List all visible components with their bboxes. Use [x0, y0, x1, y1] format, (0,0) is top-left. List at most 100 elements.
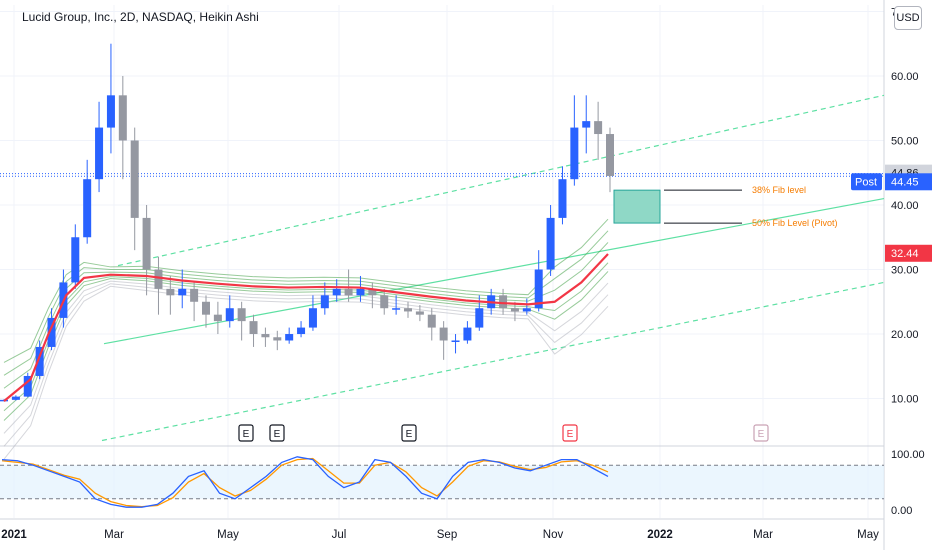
- candle-body: [534, 269, 543, 309]
- chart-title: Lucid Group, Inc., 2D, NASDAQ, Heikin As…: [22, 10, 259, 24]
- price-label-post: Post 44.45: [851, 173, 932, 191]
- earnings-marker: E: [401, 424, 417, 442]
- candle-body: [368, 288, 377, 296]
- time-tick-label: 2021: [1, 529, 27, 541]
- earnings-letter: E: [243, 429, 250, 440]
- fib-label: 38% Fib level: [752, 185, 806, 195]
- candle-body: [11, 396, 20, 400]
- candle-body: [499, 295, 508, 309]
- currency-button[interactable]: USD: [894, 6, 922, 30]
- time-tick-label: May: [217, 529, 239, 541]
- earnings-box: [562, 424, 578, 442]
- price-label-ma: 32.44: [885, 244, 932, 262]
- earnings-box: [269, 424, 285, 442]
- ma-red: [3, 253, 609, 402]
- earnings-letter: E: [758, 429, 765, 440]
- channel-upper: [117, 94, 885, 267]
- trend-channel: [0, 94, 885, 442]
- price-label-text: 32.44: [891, 248, 919, 260]
- candle-body: [415, 311, 424, 315]
- candle-body: [285, 334, 294, 341]
- channel-middle: [103, 197, 885, 345]
- stoch-tick-label: 100.00: [891, 449, 925, 461]
- candle-body: [308, 308, 317, 328]
- candle-body: [130, 140, 139, 218]
- candle-body: [178, 288, 187, 296]
- ma-ribbon-line: [3, 262, 609, 412]
- candle-body: [273, 337, 282, 341]
- candle-body: [404, 308, 412, 312]
- ma-ribbons: [3, 218, 609, 460]
- candle-body: [594, 121, 603, 135]
- candle-body: [202, 301, 210, 315]
- candle-body: [118, 95, 127, 141]
- candle-body: [510, 308, 519, 312]
- ma-ribbon-line: [3, 271, 609, 421]
- price-tick-label: 20.00: [891, 329, 919, 341]
- candle-body: [213, 314, 222, 322]
- price-label-text: 44.45: [891, 176, 919, 188]
- earnings-letter: E: [567, 429, 574, 440]
- price-tick-label: 50.00: [891, 135, 919, 147]
- earnings-box: [753, 424, 769, 442]
- fib-zone: [613, 189, 661, 224]
- candle-body: [606, 134, 614, 176]
- candle-body: [83, 179, 92, 238]
- candle-body: [475, 308, 484, 328]
- channel-lower: [101, 281, 885, 442]
- time-tick-label: Jul: [332, 529, 347, 541]
- candle-body: [190, 288, 199, 302]
- candle-body: [320, 295, 329, 309]
- candle-body: [142, 217, 151, 270]
- earnings-box: [238, 424, 254, 442]
- candle-body: [427, 314, 436, 328]
- candle-body: [225, 308, 234, 322]
- fib-label: 50% Fib Level (Pivot): [752, 218, 838, 228]
- time-tick-label: Nov: [543, 529, 564, 541]
- post-tag-text: Post: [855, 176, 877, 188]
- time-tick-label: May: [857, 529, 879, 541]
- fib-levels: 38% Fib level 50% Fib Level (Pivot): [613, 185, 838, 228]
- price-tick-label: 60.00: [891, 71, 919, 83]
- earnings-marker: E: [269, 424, 285, 442]
- candle-body: [95, 127, 104, 180]
- ma-ribbon-line: [3, 285, 609, 460]
- candles: [0, 43, 614, 402]
- candle-body: [582, 121, 591, 128]
- candle-body: [522, 308, 531, 312]
- candle-body: [463, 327, 472, 341]
- candle-body: [106, 95, 115, 128]
- price-tick-label: 10.00: [891, 394, 919, 406]
- stochastic-pane: 0.00 100.00: [0, 449, 925, 517]
- candle-body: [237, 308, 246, 322]
- ma-red-line: [3, 253, 609, 402]
- candle-body: [35, 346, 44, 376]
- earnings-letter: E: [274, 429, 281, 440]
- candle-body: [344, 288, 353, 296]
- candle-body: [356, 288, 365, 296]
- candle-body: [297, 327, 306, 335]
- ma-ribbon-line: [3, 280, 609, 434]
- candle-body: [439, 327, 448, 341]
- time-tick-label: Sep: [437, 529, 457, 541]
- ma-ribbon-line: [3, 283, 609, 447]
- stoch-band: [0, 465, 884, 499]
- price-tick-label: 40.00: [891, 200, 919, 212]
- candle-body: [261, 334, 270, 338]
- earnings-marker: E: [238, 424, 254, 442]
- stoch-tick-label: 0.00: [891, 505, 912, 517]
- earnings-letter: E: [406, 429, 413, 440]
- price-label-box: [885, 244, 932, 262]
- candle-body: [23, 375, 32, 397]
- candle-body: [380, 295, 389, 309]
- earnings-box: [401, 424, 417, 442]
- candle-body: [558, 179, 567, 218]
- earnings-marker: E: [753, 424, 769, 442]
- stoch-k-line: [1, 456, 609, 508]
- candle-body: [249, 321, 258, 335]
- post-tag-box: [851, 173, 882, 191]
